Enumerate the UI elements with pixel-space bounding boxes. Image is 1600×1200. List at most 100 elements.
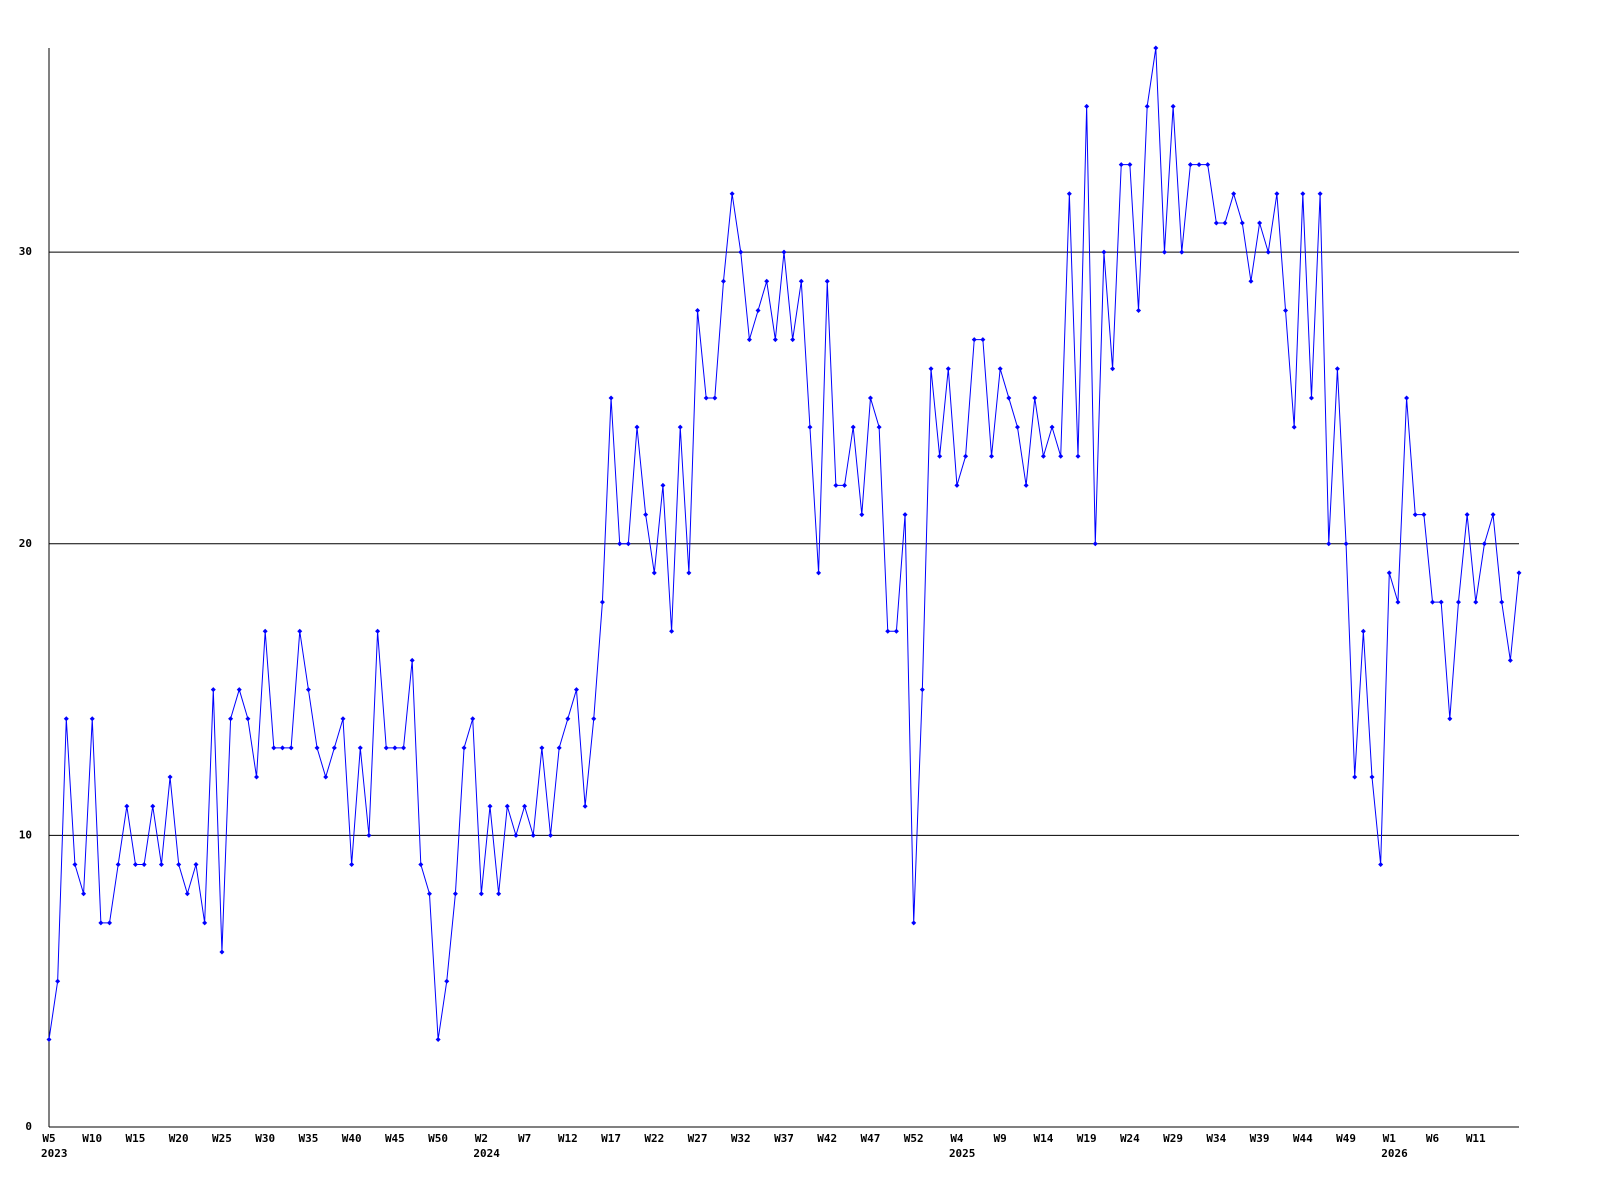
data-point	[202, 920, 208, 926]
data-point	[46, 1037, 52, 1043]
data-point	[288, 745, 294, 751]
x-tick-label: W7	[518, 1132, 531, 1145]
x-tick-label: W50	[428, 1132, 448, 1145]
data-point	[184, 891, 190, 897]
data-point	[530, 832, 536, 838]
data-point	[720, 278, 726, 284]
x-tick-label: W9	[994, 1132, 1007, 1145]
data-point	[1464, 512, 1470, 518]
x-tick-label: W34	[1206, 1132, 1226, 1145]
data-point	[72, 862, 78, 868]
data-point	[1136, 307, 1142, 313]
data-point	[703, 395, 709, 401]
x-tick-label: W4	[950, 1132, 964, 1145]
data-point	[1481, 541, 1487, 547]
data-point	[816, 570, 822, 576]
data-point	[824, 278, 830, 284]
data-point	[1032, 395, 1038, 401]
data-point	[772, 337, 778, 343]
data-point	[107, 920, 113, 926]
data-point	[1499, 599, 1505, 605]
x-tick-label: W27	[688, 1132, 708, 1145]
x-tick-label: W39	[1250, 1132, 1270, 1145]
data-point	[383, 745, 389, 751]
data-point	[236, 687, 242, 693]
data-point	[729, 191, 735, 197]
data-point	[625, 541, 631, 547]
data-point	[1395, 599, 1401, 605]
data-point	[357, 745, 363, 751]
data-point	[850, 424, 856, 430]
data-point	[1430, 599, 1436, 605]
data-point	[1170, 103, 1176, 109]
data-point	[1490, 512, 1496, 518]
data-point	[1386, 570, 1392, 576]
data-point	[132, 862, 138, 868]
data-point	[496, 891, 502, 897]
data-point	[591, 716, 597, 722]
x-tick-label: W14	[1033, 1132, 1053, 1145]
data-point	[141, 862, 147, 868]
data-point	[755, 307, 761, 313]
data-point	[954, 482, 960, 488]
data-point	[1187, 162, 1193, 168]
year-label: 2025	[949, 1147, 976, 1160]
data-point	[556, 745, 562, 751]
data-point	[63, 716, 69, 722]
data-point	[1378, 862, 1384, 868]
data-point	[210, 687, 216, 693]
data-point	[89, 716, 95, 722]
data-point	[660, 482, 666, 488]
data-point	[1179, 249, 1185, 255]
year-label: 2023	[41, 1147, 68, 1160]
data-point	[262, 628, 268, 634]
x-tick-label: W12	[558, 1132, 578, 1145]
data-point	[331, 745, 337, 751]
data-point	[1473, 599, 1479, 605]
data-point	[919, 687, 925, 693]
data-point	[1343, 541, 1349, 547]
data-point	[1040, 453, 1046, 459]
data-point	[444, 978, 450, 984]
data-point	[487, 803, 493, 809]
data-point	[1075, 453, 1081, 459]
data-point	[963, 453, 969, 459]
data-point	[279, 745, 285, 751]
y-tick-label: 0	[25, 1120, 32, 1133]
x-tick-label: W30	[255, 1132, 275, 1145]
data-point	[150, 803, 156, 809]
data-point	[158, 862, 164, 868]
y-tick-label: 30	[19, 245, 32, 258]
x-tick-label: W40	[342, 1132, 362, 1145]
data-point	[634, 424, 640, 430]
data-point	[677, 424, 683, 430]
data-point	[1222, 220, 1228, 226]
data-point	[470, 716, 476, 722]
data-point	[245, 716, 251, 722]
data-point	[124, 803, 130, 809]
data-point	[712, 395, 718, 401]
data-point	[548, 832, 554, 838]
data-point	[867, 395, 873, 401]
data-point	[254, 774, 260, 780]
x-tick-label: W47	[861, 1132, 881, 1145]
x-tick-label: W5	[42, 1132, 55, 1145]
x-tick-label: W52	[904, 1132, 924, 1145]
x-tick-label: W10	[82, 1132, 102, 1145]
data-point	[1421, 512, 1427, 518]
data-point	[1507, 657, 1513, 663]
data-point	[1274, 191, 1280, 197]
data-point	[764, 278, 770, 284]
data-point	[1213, 220, 1219, 226]
data-point	[522, 803, 528, 809]
data-point	[1144, 103, 1150, 109]
data-point	[1231, 191, 1237, 197]
data-point	[911, 920, 917, 926]
data-point	[1412, 512, 1418, 518]
x-tick-label: W2	[475, 1132, 488, 1145]
data-point	[435, 1037, 441, 1043]
x-tick-label: W6	[1426, 1132, 1440, 1145]
data-point	[695, 307, 701, 313]
data-point	[504, 803, 510, 809]
data-point	[876, 424, 882, 430]
